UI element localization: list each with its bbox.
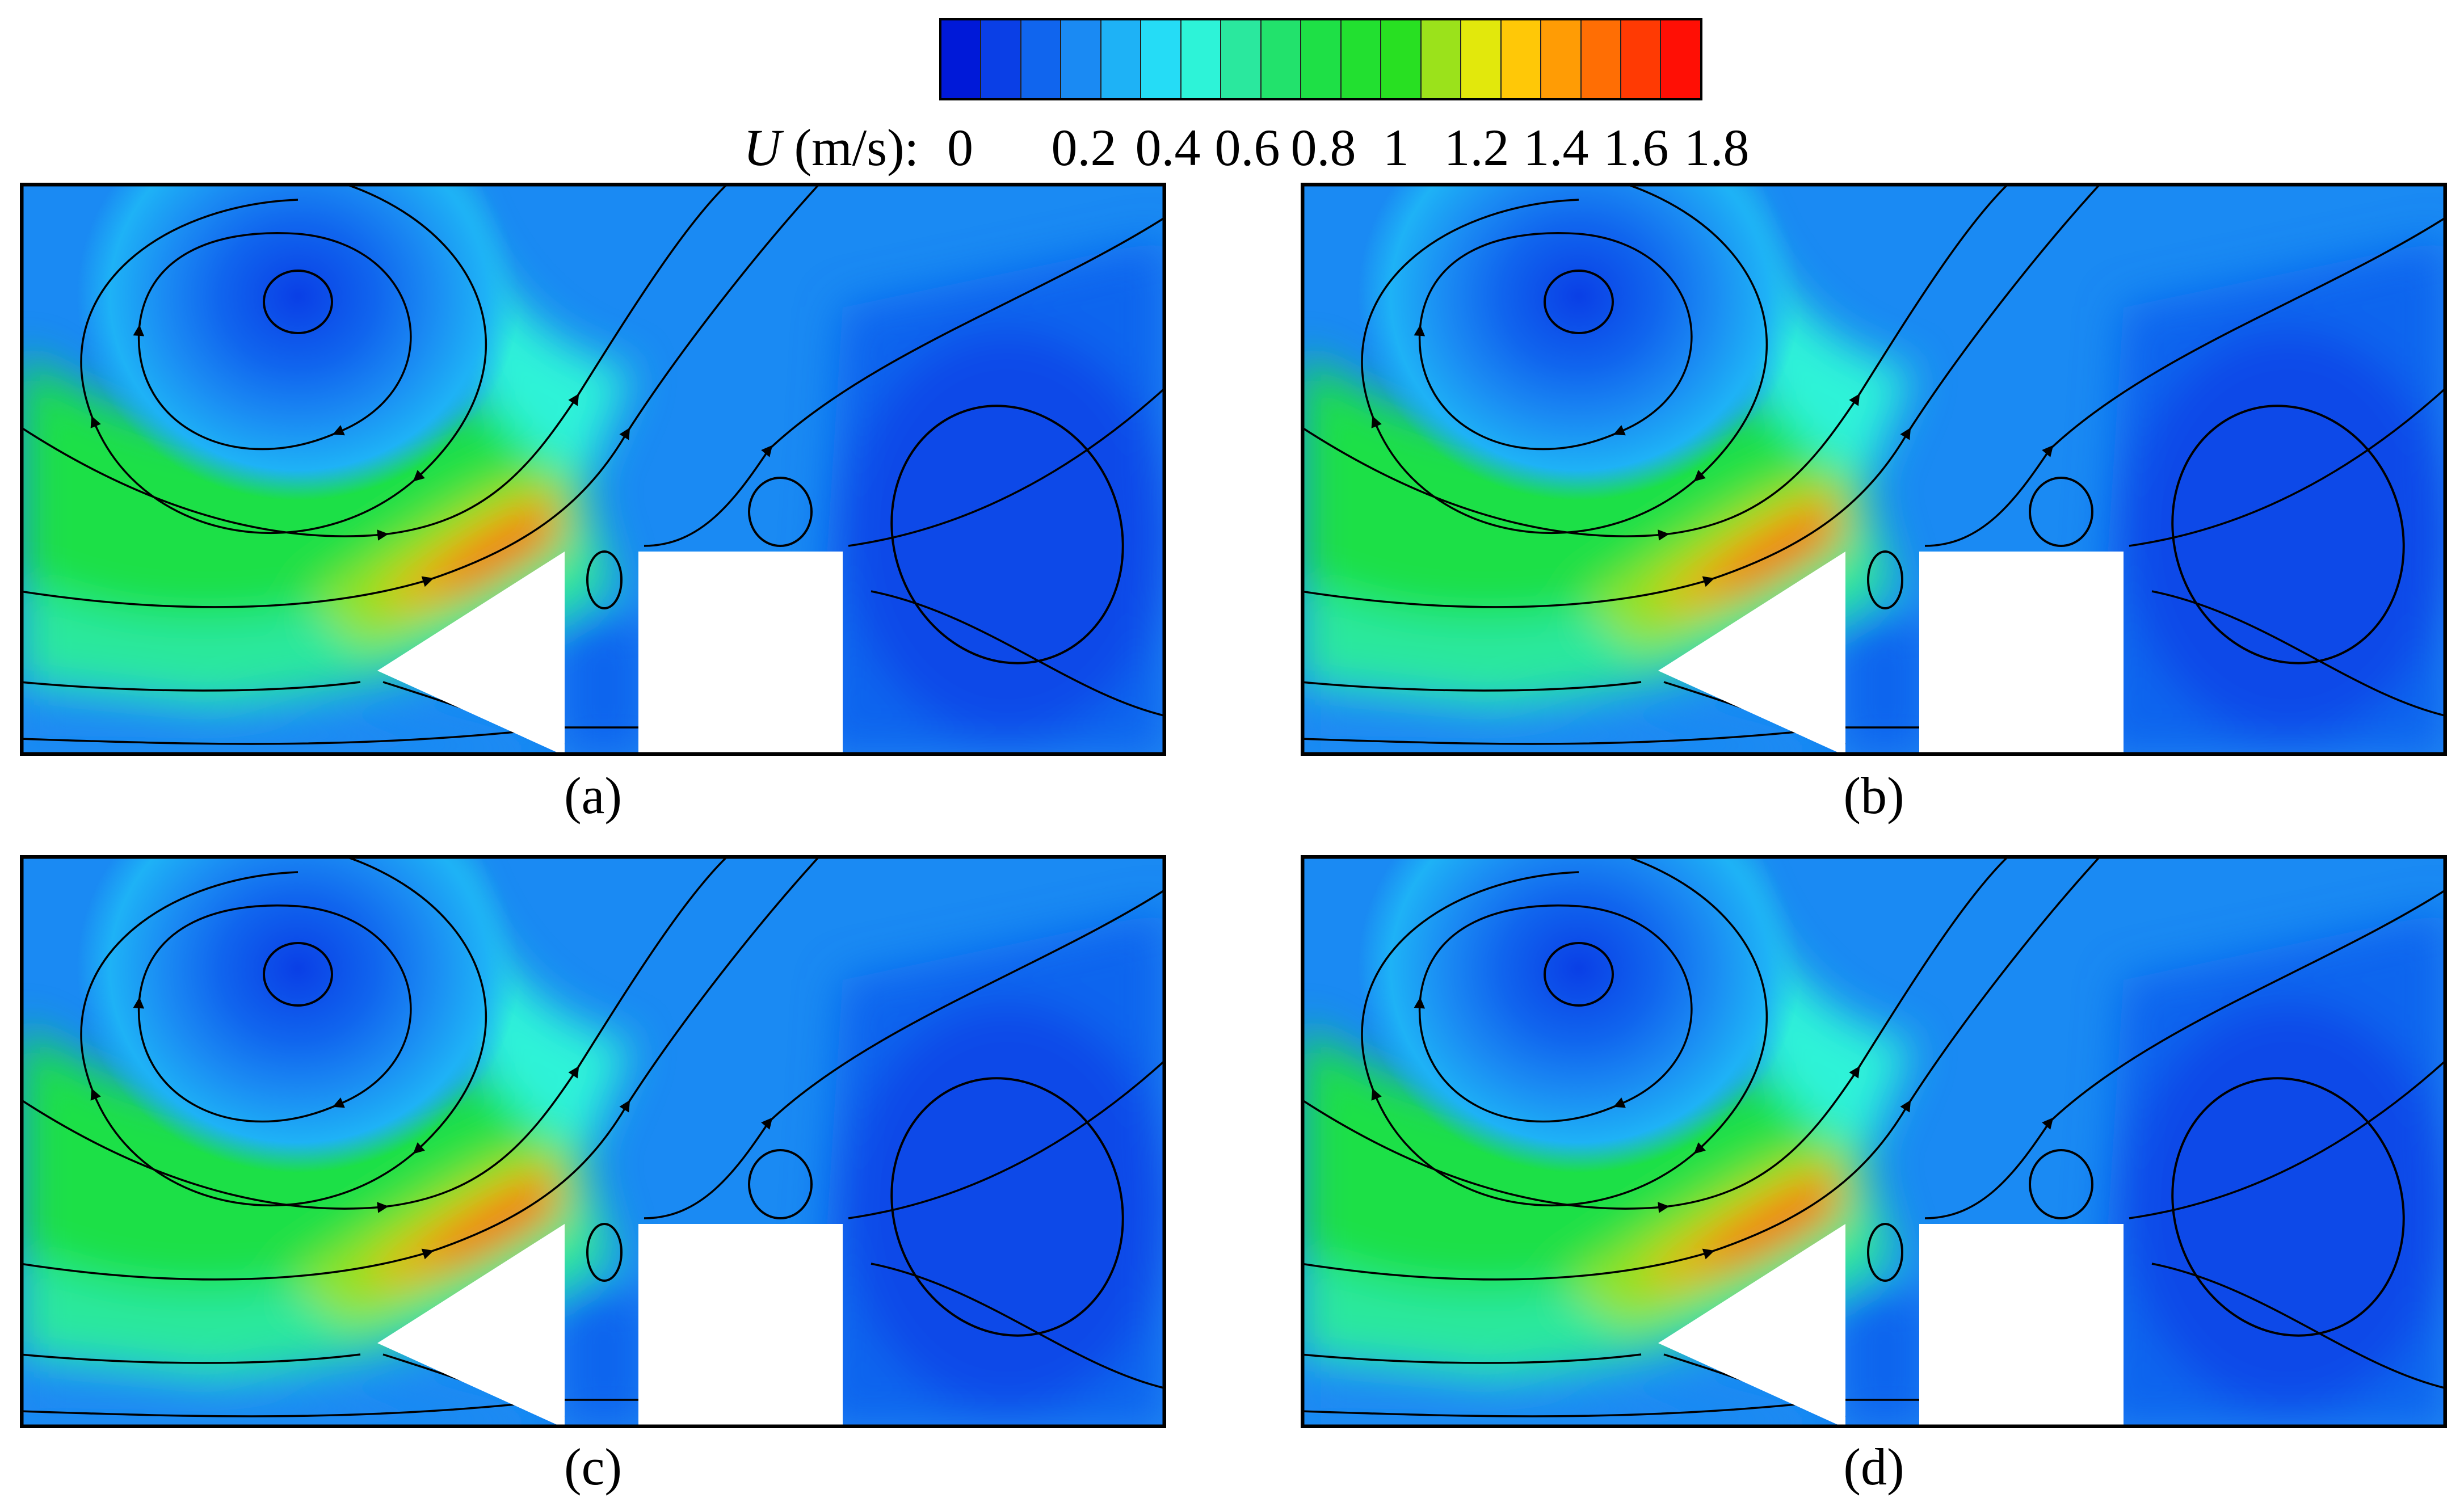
panel-b — [1301, 183, 2447, 756]
colorbar-level-8 — [1261, 20, 1302, 98]
colorbar-level-9 — [1301, 20, 1342, 98]
colorbar-tick-label: 1.6 — [1603, 119, 1669, 176]
colorbar-title: U (m/s): — [743, 119, 919, 176]
flow-field — [1301, 183, 2447, 756]
colorbar-level-5 — [1141, 20, 1181, 98]
flow-field — [1301, 855, 2447, 1428]
colorbar-level-7 — [1221, 20, 1262, 98]
colorbar — [939, 18, 1702, 100]
colorbar-tick-label: 0.4 — [1135, 119, 1201, 176]
colorbar-tick-label: 0.6 — [1214, 119, 1280, 176]
panel-d — [1301, 855, 2447, 1428]
colorbar-level-6 — [1181, 20, 1222, 98]
panel-c — [20, 855, 1166, 1428]
colorbar-label: U (m/s): 0 0.2 0.4 0.6 0.8 1 1.2 1.4 1.6 1.8 — [743, 116, 1750, 179]
colorbar-level-3 — [1061, 20, 1101, 98]
panel-a — [20, 183, 1166, 756]
colorbar-level-14 — [1501, 20, 1542, 98]
colorbar-level-13 — [1461, 20, 1502, 98]
colorbar-tick-label: 0.2 — [1051, 119, 1117, 176]
colorbar-level-12 — [1421, 20, 1462, 98]
colorbar-tick-label: 1.4 — [1523, 119, 1589, 176]
colorbar-tick-label: 1.8 — [1684, 119, 1750, 176]
colorbar-tick-label: 0.8 — [1290, 119, 1356, 176]
colorbar-level-1 — [981, 20, 1021, 98]
colorbar-level-17 — [1621, 20, 1662, 98]
flow-field — [20, 183, 1166, 756]
colorbar-level-18 — [1661, 20, 1700, 98]
caption-c: (c) — [564, 1438, 623, 1496]
colorbar-level-2 — [1021, 20, 1062, 98]
caption-a: (a) — [564, 767, 623, 824]
colorbar-level-4 — [1101, 20, 1142, 98]
colorbar-tick-label: 0 — [947, 119, 973, 176]
colorbar-tick-label: 1.2 — [1444, 119, 1509, 176]
colorbar-level-15 — [1541, 20, 1582, 98]
colorbar-level-16 — [1581, 20, 1621, 98]
caption-d: (d) — [1843, 1438, 1904, 1496]
colorbar-level-11 — [1381, 20, 1422, 98]
flow-field — [20, 855, 1166, 1428]
caption-b: (b) — [1843, 767, 1904, 824]
colorbar-tick-label: 1 — [1383, 119, 1409, 176]
colorbar-level-10 — [1341, 20, 1382, 98]
colorbar-level-0 — [941, 20, 982, 98]
